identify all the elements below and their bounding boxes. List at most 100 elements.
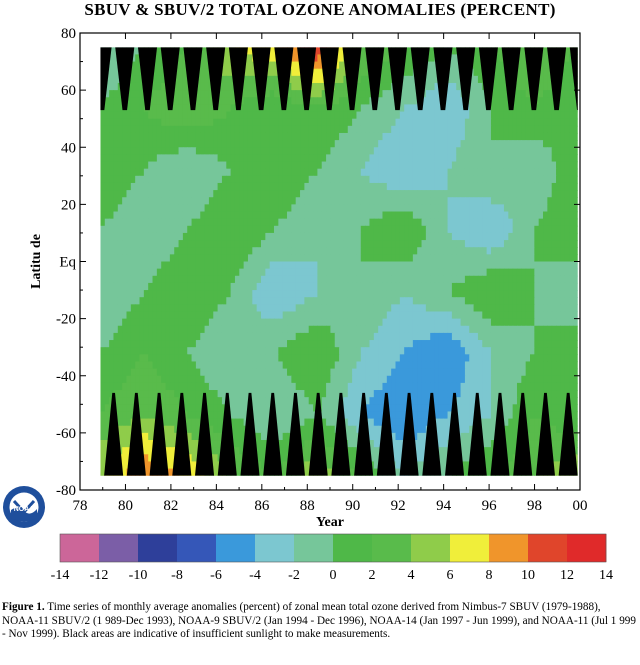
anomaly-cell: [395, 340, 401, 348]
anomaly-cell: [339, 125, 345, 134]
anomaly-cell: [247, 190, 253, 198]
anomaly-cell: [512, 111, 518, 120]
anomaly-cell: [508, 168, 514, 177]
anomaly-cell: [569, 254, 574, 263]
anomaly-cell: [382, 282, 388, 291]
anomaly-cell: [378, 325, 384, 334]
anomaly-cell: [113, 232, 119, 241]
anomaly-cell: [234, 282, 240, 291]
anomaly-cell: [391, 275, 397, 284]
anomaly-cell: [230, 104, 236, 113]
anomaly-cell: [521, 182, 527, 191]
anomaly-cell: [360, 254, 366, 263]
anomaly-cell: [530, 211, 535, 220]
anomaly-cell: [221, 368, 227, 377]
anomaly-cell: [152, 168, 158, 177]
anomaly-cell: [191, 190, 197, 198]
anomaly-cell: [213, 325, 219, 334]
anomaly-cell: [256, 197, 262, 205]
anomaly-cell: [343, 311, 349, 320]
anomaly-cell: [243, 225, 249, 234]
anomaly-cell: [503, 261, 509, 270]
anomaly-cell: [304, 118, 310, 127]
anomaly-cell: [265, 354, 271, 363]
anomaly-cell: [169, 268, 175, 277]
anomaly-cell: [208, 197, 214, 205]
anomaly-cell: [260, 132, 266, 141]
anomaly-cell: [516, 104, 522, 113]
anomaly-cell: [148, 368, 154, 377]
anomaly-cell: [300, 340, 305, 348]
anomaly-cell: [226, 368, 232, 377]
anomaly-cell: [495, 240, 501, 248]
anomaly-cell: [530, 182, 535, 191]
anomaly-cell: [369, 175, 375, 184]
anomaly-cell: [156, 211, 162, 220]
anomaly-cell: [161, 147, 167, 155]
anomaly-cell: [482, 340, 488, 348]
anomaly-cell: [265, 125, 271, 134]
anomaly-cell: [369, 232, 375, 241]
anomaly-cell: [274, 90, 279, 98]
anomaly-cell: [321, 154, 327, 163]
anomaly-cell: [365, 197, 371, 205]
anomaly-cell: [304, 354, 310, 363]
anomaly-cell: [564, 282, 570, 291]
anomaly-cell: [516, 140, 522, 148]
anomaly-cell: [399, 361, 405, 370]
anomaly-cell: [295, 75, 301, 84]
anomaly-cell: [564, 290, 570, 298]
anomaly-cell: [295, 197, 301, 205]
anomaly-cell: [269, 140, 275, 148]
anomaly-cell: [451, 154, 457, 163]
anomaly-cell: [434, 247, 440, 255]
anomaly-cell: [386, 197, 392, 205]
anomaly-cell: [135, 275, 141, 284]
anomaly-cell: [100, 347, 106, 355]
anomaly-cell: [556, 111, 561, 120]
anomaly-cell: [551, 204, 557, 213]
anomaly-cell: [200, 340, 206, 348]
anomaly-cell: [347, 125, 353, 134]
anomaly-cell: [547, 318, 553, 327]
anomaly-cell: [256, 311, 262, 320]
anomaly-cell: [360, 97, 366, 106]
anomaly-cell: [178, 75, 184, 84]
anomaly-cell: [135, 340, 141, 348]
anomaly-cell: [508, 111, 514, 120]
anomaly-cell: [213, 182, 219, 191]
anomaly-cell: [534, 297, 540, 305]
anomaly-cell: [386, 247, 392, 255]
anomaly-cell: [256, 190, 262, 198]
anomaly-cell: [113, 161, 119, 170]
anomaly-cell: [443, 332, 449, 341]
anomaly-cell: [178, 340, 184, 348]
anomaly-cell: [451, 297, 457, 305]
anomaly-cell: [369, 197, 375, 205]
anomaly-cell: [221, 361, 227, 370]
anomaly-cell: [469, 325, 475, 334]
anomaly-cell: [538, 154, 544, 163]
anomaly-cell: [178, 54, 184, 63]
anomaly-cell: [182, 111, 188, 120]
anomaly-cell: [482, 361, 488, 370]
anomaly-cell: [391, 182, 397, 191]
anomaly-cell: [503, 168, 509, 177]
anomaly-cell: [543, 118, 548, 127]
anomaly-cell: [404, 197, 410, 205]
anomaly-cell: [464, 197, 470, 205]
anomaly-cell: [269, 311, 275, 320]
anomaly-cell: [343, 140, 349, 148]
anomaly-cell: [499, 75, 505, 84]
anomaly-cell: [339, 240, 345, 248]
anomaly-cell: [543, 147, 548, 155]
anomaly-cell: [473, 197, 479, 205]
anomaly-cell: [178, 325, 184, 334]
anomaly-cell: [217, 132, 223, 141]
anomaly-cell: [313, 275, 318, 284]
anomaly-cell: [347, 204, 353, 213]
anomaly-cell: [512, 254, 518, 263]
anomaly-cell: [122, 225, 128, 234]
anomaly-cell: [551, 132, 557, 141]
anomaly-cell: [464, 182, 470, 191]
